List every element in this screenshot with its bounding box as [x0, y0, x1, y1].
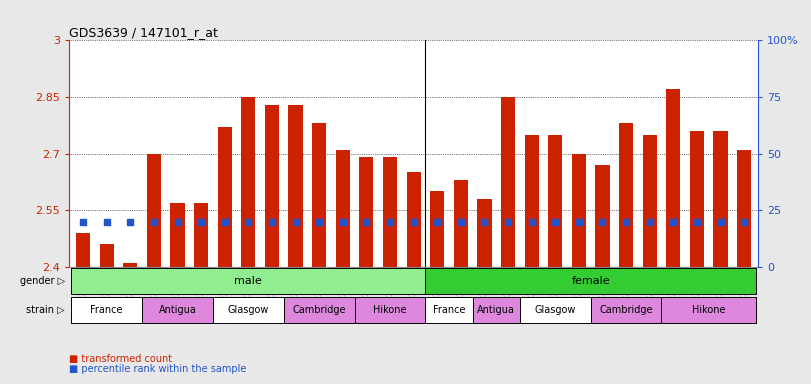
Bar: [71, 268, 426, 294]
Point: [337, 218, 350, 225]
Point: [265, 218, 278, 225]
Bar: [501, 97, 515, 267]
Bar: [147, 154, 161, 267]
Point: [218, 218, 231, 225]
Text: Cambridge: Cambridge: [599, 305, 653, 315]
Point: [596, 218, 609, 225]
Point: [478, 218, 491, 225]
Bar: [548, 135, 562, 267]
Point: [124, 218, 137, 225]
Bar: [354, 297, 426, 323]
Bar: [170, 203, 185, 267]
Bar: [426, 297, 473, 323]
Point: [313, 218, 326, 225]
Bar: [430, 191, 444, 267]
Point: [289, 218, 302, 225]
Text: gender ▷: gender ▷: [19, 276, 65, 286]
Point: [148, 218, 161, 225]
Point: [454, 218, 467, 225]
Text: France: France: [433, 305, 466, 315]
Point: [501, 218, 514, 225]
Text: Hikone: Hikone: [692, 305, 726, 315]
Text: Cambridge: Cambridge: [293, 305, 346, 315]
Bar: [284, 297, 354, 323]
Bar: [100, 244, 114, 267]
Point: [101, 218, 114, 225]
Point: [242, 218, 255, 225]
Bar: [642, 135, 657, 267]
Point: [690, 218, 703, 225]
Bar: [289, 104, 303, 267]
Bar: [520, 297, 590, 323]
Bar: [714, 131, 727, 267]
Bar: [336, 150, 350, 267]
Bar: [690, 131, 704, 267]
Bar: [406, 172, 421, 267]
Bar: [213, 297, 284, 323]
Text: Antigua: Antigua: [478, 305, 515, 315]
Bar: [265, 104, 279, 267]
Point: [76, 218, 89, 225]
Bar: [453, 180, 468, 267]
Text: ■ transformed count: ■ transformed count: [69, 354, 172, 364]
Bar: [142, 297, 213, 323]
Bar: [76, 233, 90, 267]
Text: strain ▷: strain ▷: [26, 305, 65, 315]
Point: [384, 218, 397, 225]
Point: [714, 218, 727, 225]
Point: [738, 218, 751, 225]
Text: male: male: [234, 276, 262, 286]
Text: France: France: [91, 305, 123, 315]
Point: [643, 218, 656, 225]
Text: female: female: [572, 276, 610, 286]
Text: Glasgow: Glasgow: [228, 305, 269, 315]
Bar: [525, 135, 539, 267]
Bar: [572, 154, 586, 267]
Point: [431, 218, 444, 225]
Point: [667, 218, 680, 225]
Bar: [217, 127, 232, 267]
Bar: [590, 297, 662, 323]
Text: Antigua: Antigua: [159, 305, 196, 315]
Bar: [478, 199, 491, 267]
Bar: [595, 165, 610, 267]
Bar: [737, 150, 751, 267]
Bar: [473, 297, 520, 323]
Point: [407, 218, 420, 225]
Bar: [426, 268, 756, 294]
Bar: [242, 97, 255, 267]
Bar: [662, 297, 756, 323]
Bar: [71, 297, 142, 323]
Bar: [666, 89, 680, 267]
Point: [526, 218, 539, 225]
Bar: [619, 123, 633, 267]
Bar: [383, 157, 397, 267]
Bar: [359, 157, 374, 267]
Text: GDS3639 / 147101_r_at: GDS3639 / 147101_r_at: [69, 26, 218, 39]
Bar: [312, 123, 326, 267]
Text: Glasgow: Glasgow: [534, 305, 576, 315]
Point: [171, 218, 184, 225]
Text: Hikone: Hikone: [373, 305, 407, 315]
Bar: [123, 263, 137, 267]
Point: [360, 218, 373, 225]
Text: ■ percentile rank within the sample: ■ percentile rank within the sample: [69, 364, 247, 374]
Point: [195, 218, 208, 225]
Point: [620, 218, 633, 225]
Point: [549, 218, 562, 225]
Point: [573, 218, 586, 225]
Bar: [194, 203, 208, 267]
